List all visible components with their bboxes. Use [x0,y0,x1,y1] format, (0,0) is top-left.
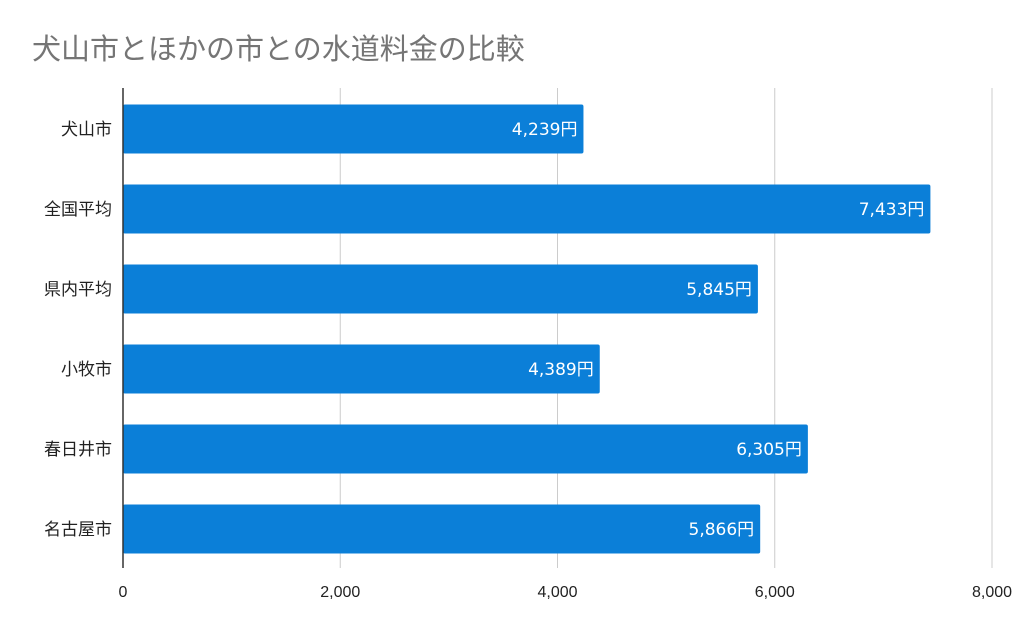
data-label: 7,433円 [859,200,925,220]
bar [123,344,600,394]
bar [123,184,931,234]
category-label: 県内平均 [44,280,112,300]
x-tick-label: 2,000 [320,584,360,601]
bar [123,264,758,314]
x-tick-label: 8,000 [972,584,1012,601]
bar [123,104,584,154]
data-label: 6,305円 [736,440,802,460]
category-label: 全国平均 [44,200,112,220]
data-label: 4,389円 [528,360,594,380]
x-tick-label: 4,000 [537,584,577,601]
category-label: 名古屋市 [44,520,112,540]
category-label: 犬山市 [61,120,112,140]
category-label: 小牧市 [61,360,112,380]
data-label: 5,845円 [686,280,752,300]
x-tick-label: 0 [119,584,128,601]
category-label: 春日井市 [44,440,112,460]
data-label: 5,866円 [689,520,755,540]
bar [123,504,761,554]
data-label: 4,239円 [512,120,578,140]
bar [123,424,808,474]
chart-title: 犬山市とほかの市との水道料金の比較 [32,32,525,66]
x-tick-label: 6,000 [755,584,795,601]
